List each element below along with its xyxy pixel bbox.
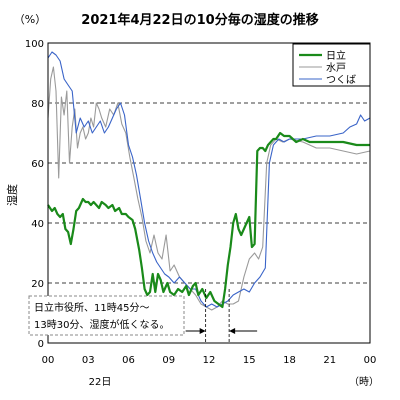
grid-layer (48, 102, 370, 284)
legend-label: 水戸 (326, 62, 346, 74)
legend-label: 日立 (326, 49, 346, 62)
annotation-arrow-left-head (199, 328, 206, 334)
annotation-arrow-right-head (229, 328, 236, 334)
x-tick-label: 21 (323, 355, 336, 366)
annotation-line-1: 日立市役所、11時45分～ (34, 301, 149, 314)
annotation-line-2: 13時30分、湿度が低くなる。 (34, 318, 169, 331)
y-axis-label: 湿度 (5, 184, 19, 206)
series-line-3 (47, 51, 371, 308)
x-tick-label: 03 (82, 355, 95, 366)
x-tick-label: 09 (162, 355, 175, 366)
y-tick-label: 0 (38, 339, 44, 350)
x-tick-label: 18 (283, 355, 296, 366)
x-tick-label: 15 (243, 355, 256, 366)
x-date-label: 22日 (89, 377, 112, 388)
x-unit-label: （時） (349, 376, 379, 388)
legend-label: つくば (326, 74, 356, 86)
x-tick-label: 12 (203, 355, 216, 366)
x-tick-label: 06 (122, 355, 135, 366)
chart-title: 2021年4月22日の10分毎の湿度の推移 (81, 12, 318, 28)
annotation-markers (185, 289, 258, 343)
y-tick-label: 100 (25, 39, 44, 50)
x-tick-label: 00 (364, 355, 377, 366)
annotation-box (28, 295, 185, 336)
annotation: 日立市役所、11時45分～ 13時30分、湿度が低くなる。 (28, 289, 258, 343)
y-unit-label: （%） (14, 13, 46, 26)
series-line-1 (47, 131, 370, 309)
y-tick-label: 60 (31, 159, 44, 170)
y-tick-labels: 0 20 40 60 80 100 (25, 39, 44, 350)
plot-frame (47, 42, 371, 344)
series-line-2 (47, 66, 371, 311)
y-tick-label: 80 (31, 99, 44, 110)
series-layer (47, 51, 371, 311)
x-tick-labels: 00 03 06 09 12 15 18 21 00 (42, 355, 377, 366)
y-tick-label: 20 (31, 279, 44, 290)
x-tick-label: 00 (42, 355, 55, 366)
y-tick-label: 40 (31, 219, 44, 230)
